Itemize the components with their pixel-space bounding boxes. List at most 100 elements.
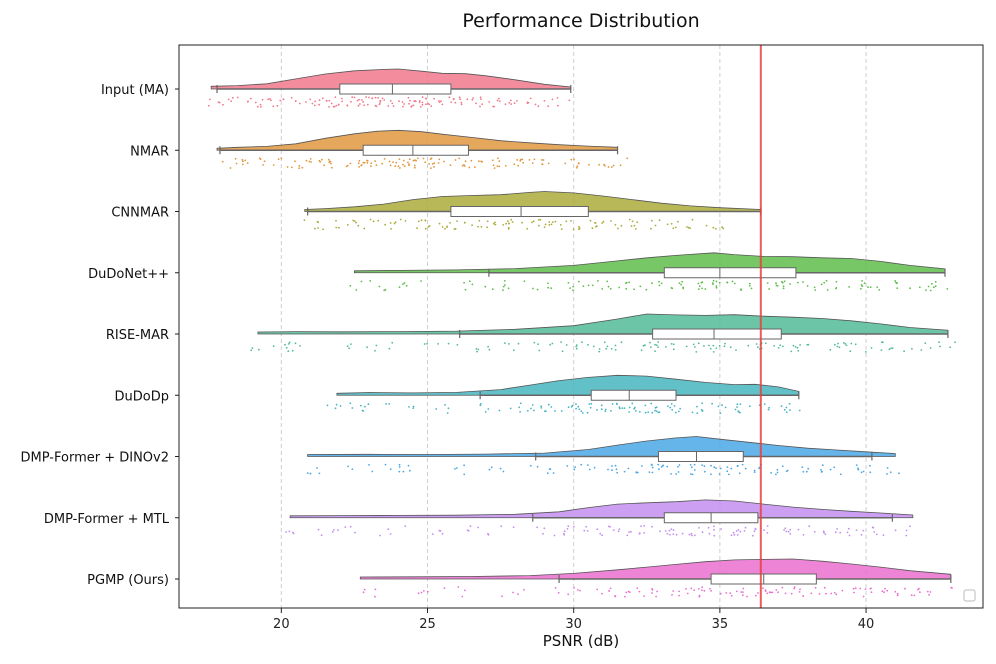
rain-point [421, 103, 424, 106]
rain-point [504, 342, 506, 344]
rain-point [249, 97, 252, 100]
rain-point [276, 104, 279, 107]
density-cloud [307, 436, 896, 457]
rain-point [757, 592, 759, 594]
rain-point [635, 471, 638, 474]
rain-point [458, 96, 461, 99]
rain-point [834, 343, 836, 346]
rain-point [662, 464, 664, 467]
rain-point [412, 159, 415, 162]
rain-point [330, 102, 333, 105]
rain-point [798, 591, 801, 593]
rain-point [372, 220, 375, 223]
rain-point [438, 100, 440, 102]
y-tick-label: PGMP (Ours) [87, 573, 169, 588]
rain-point [487, 345, 489, 348]
rain-point [691, 411, 694, 414]
rain-point [617, 227, 619, 230]
rain-point [669, 406, 672, 409]
rain-point [600, 404, 603, 407]
rain-point [598, 350, 601, 353]
rain-point [498, 409, 501, 412]
rain-point [480, 160, 482, 163]
rain-point [596, 528, 599, 531]
rain-point [454, 101, 457, 104]
rain-point [231, 96, 234, 99]
rain-point [476, 350, 478, 353]
rain-point [630, 530, 632, 533]
rain-point [479, 403, 482, 405]
rain-point [783, 280, 786, 283]
rain-point [798, 409, 801, 412]
rain-point [723, 345, 726, 348]
rain-point [658, 219, 661, 222]
rain-point [735, 530, 738, 532]
rain-point [578, 225, 580, 228]
rain-point [537, 343, 539, 346]
rain-point [649, 341, 651, 344]
rain-point [516, 159, 519, 161]
rain-point [903, 350, 905, 353]
rain-point [389, 164, 392, 167]
rain-point [703, 345, 705, 347]
rain-point [433, 162, 436, 165]
rain-point [753, 530, 756, 533]
rain-point [670, 403, 673, 405]
rain-point [786, 469, 789, 472]
rain-point [730, 594, 733, 597]
rain-point [889, 471, 892, 474]
series-group [349, 252, 949, 292]
rain-point [685, 588, 687, 590]
rain-point [767, 408, 770, 411]
rain-point [822, 530, 825, 533]
rain-point [715, 228, 717, 230]
rain-point [501, 595, 503, 598]
rain-point [910, 594, 913, 597]
rain-point [793, 586, 796, 589]
rain-point [402, 470, 405, 473]
rain-point [551, 342, 554, 345]
rain-point [857, 468, 860, 471]
rain-point [346, 104, 349, 107]
rain-point [739, 403, 742, 405]
rain-point [726, 281, 729, 284]
rain-point [352, 219, 355, 222]
rain-point [388, 160, 391, 163]
rain-point [790, 592, 793, 595]
rain-point [715, 467, 717, 469]
rain-point [405, 284, 408, 287]
rain-point [820, 283, 823, 286]
rain-point [348, 347, 350, 350]
rain-point [678, 282, 681, 284]
rain-point [799, 344, 801, 346]
rain-point [857, 467, 859, 470]
rain-point [651, 466, 654, 469]
rain-point [881, 590, 884, 593]
rain-point [504, 103, 507, 105]
rain-point [449, 164, 452, 167]
rain-point [624, 595, 626, 598]
rain-point [488, 101, 491, 103]
rain-point [418, 100, 421, 102]
rain-point [776, 468, 779, 471]
rain-point [824, 533, 827, 536]
rain-point [303, 219, 306, 222]
rain-point [463, 464, 465, 467]
rain-point [616, 471, 619, 474]
rain-point [384, 463, 387, 466]
rain-point [698, 285, 701, 287]
rain-point [610, 410, 612, 412]
rain-point [541, 159, 543, 161]
rain-point [701, 410, 704, 412]
rain-point [433, 166, 435, 168]
rain-point [368, 96, 370, 99]
rain-point [573, 525, 575, 528]
rain-point [823, 281, 826, 284]
rain-point [719, 592, 722, 595]
rain-point [402, 105, 404, 108]
series-layer [207, 68, 956, 598]
rain-point [799, 588, 801, 591]
rain-point [362, 410, 365, 412]
rain-point [904, 587, 906, 590]
rain-point [449, 222, 451, 224]
